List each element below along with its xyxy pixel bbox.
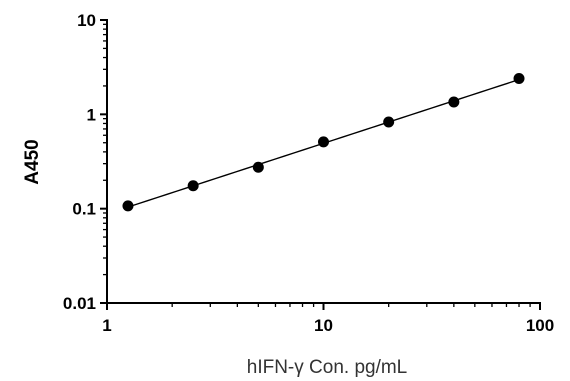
- data-point: [122, 200, 134, 212]
- axes: 0.01 0.1 1 10 1 10 100: [63, 11, 554, 335]
- data-point: [252, 161, 264, 173]
- x-tick-label: 1: [102, 316, 111, 335]
- x-tick-label: 100: [526, 316, 554, 335]
- data-point: [448, 96, 460, 108]
- y-tick-label: 1: [87, 105, 96, 124]
- data-points: [122, 72, 525, 212]
- x-tick-label: 10: [314, 316, 333, 335]
- y-tick-label: 10: [77, 11, 96, 30]
- y-axis-title: A450: [22, 139, 43, 184]
- y-tick-label: 0.01: [63, 294, 96, 313]
- y-tick-label: 0.1: [72, 200, 96, 219]
- data-point: [187, 180, 199, 192]
- data-point: [513, 72, 525, 84]
- data-point: [383, 116, 395, 128]
- data-point: [318, 136, 329, 148]
- x-axis-title: hIFN-γ Con. pg/mL: [247, 357, 408, 378]
